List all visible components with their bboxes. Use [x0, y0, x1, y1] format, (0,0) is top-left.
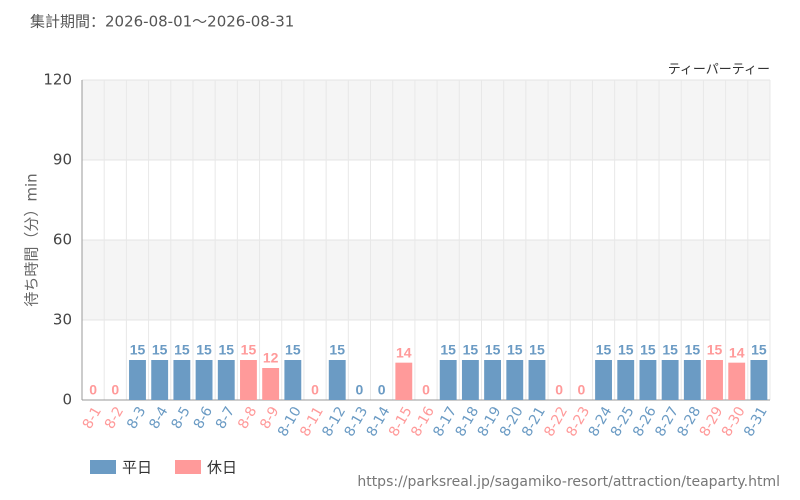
value-label: 15	[685, 342, 701, 358]
source-url: https://parksreal.jp/sagamiko-resort/att…	[357, 474, 780, 490]
value-label: 0	[356, 382, 364, 398]
x-tick-label: 8-31	[741, 404, 771, 440]
value-label: 15	[218, 342, 234, 358]
value-label: 0	[311, 382, 319, 398]
bar	[461, 360, 479, 400]
y-tick-label: 90	[53, 151, 72, 169]
bar	[328, 360, 346, 400]
value-label: 0	[422, 382, 430, 398]
bar	[195, 360, 213, 400]
x-tick-label: 8-7	[213, 404, 238, 432]
bar	[706, 360, 723, 400]
value-label: 14	[729, 344, 745, 360]
x-tick-label: 8-8	[235, 404, 260, 432]
bar	[439, 360, 457, 400]
y-tick-label: 30	[53, 311, 72, 329]
value-label: 15	[640, 342, 656, 358]
value-label: 0	[111, 382, 119, 398]
bar	[217, 360, 235, 400]
value-label: 12	[263, 350, 279, 366]
value-label: 15	[196, 342, 212, 358]
x-tick-label: 8-3	[124, 404, 149, 432]
value-label: 15	[618, 342, 634, 358]
bar	[683, 360, 701, 400]
legend-label: 休日	[207, 459, 237, 477]
bar	[528, 360, 546, 400]
value-label: 15	[596, 342, 612, 358]
x-tick-label: 8-5	[169, 404, 194, 432]
value-label: 15	[285, 342, 301, 358]
y-tick-label: 60	[53, 231, 72, 249]
value-label: 15	[662, 342, 678, 358]
bar	[639, 360, 657, 400]
value-label: 15	[241, 342, 257, 358]
bar	[173, 360, 191, 400]
value-label: 0	[577, 382, 585, 398]
value-label: 15	[329, 342, 345, 358]
value-label: 14	[396, 344, 412, 360]
value-label: 15	[751, 342, 767, 358]
bar	[284, 360, 302, 400]
bar	[506, 360, 524, 400]
chart-subtitle: ティーパーティー	[668, 63, 770, 78]
bar	[484, 360, 502, 400]
x-tick-label: 8-6	[191, 404, 216, 432]
value-label: 15	[130, 342, 146, 358]
bar	[617, 360, 635, 400]
x-tick-label: 8-2	[102, 404, 127, 432]
value-label: 15	[174, 342, 190, 358]
value-label: 15	[485, 342, 501, 358]
y-tick-label: 120	[43, 71, 72, 89]
bar	[595, 360, 612, 400]
value-label: 0	[89, 382, 97, 398]
value-label: 0	[555, 382, 563, 398]
legend-label: 平日	[122, 459, 152, 477]
value-label: 15	[707, 342, 723, 358]
value-label: 15	[463, 342, 479, 358]
legend-swatch	[175, 460, 201, 474]
y-axis-title: 待ち時間（分）min	[23, 173, 41, 306]
value-label: 15	[507, 342, 523, 358]
period-header: 集計期間：2026-08-01～2026-08-31	[30, 13, 294, 31]
bar	[750, 360, 768, 400]
legend-swatch	[90, 460, 116, 474]
value-label: 15	[529, 342, 545, 358]
plot-band	[82, 80, 770, 160]
bar	[728, 362, 746, 400]
bar	[240, 360, 257, 400]
value-label: 0	[378, 382, 386, 398]
value-label: 15	[440, 342, 456, 358]
bar	[262, 368, 280, 400]
value-label: 15	[152, 342, 168, 358]
x-tick-label: 8-4	[146, 404, 171, 432]
bar	[151, 360, 169, 400]
bar	[129, 360, 146, 400]
plot-band	[82, 240, 770, 320]
x-tick-label: 8-1	[80, 404, 105, 432]
y-tick-label: 0	[62, 391, 72, 409]
bar	[395, 362, 413, 400]
bar	[661, 360, 679, 400]
